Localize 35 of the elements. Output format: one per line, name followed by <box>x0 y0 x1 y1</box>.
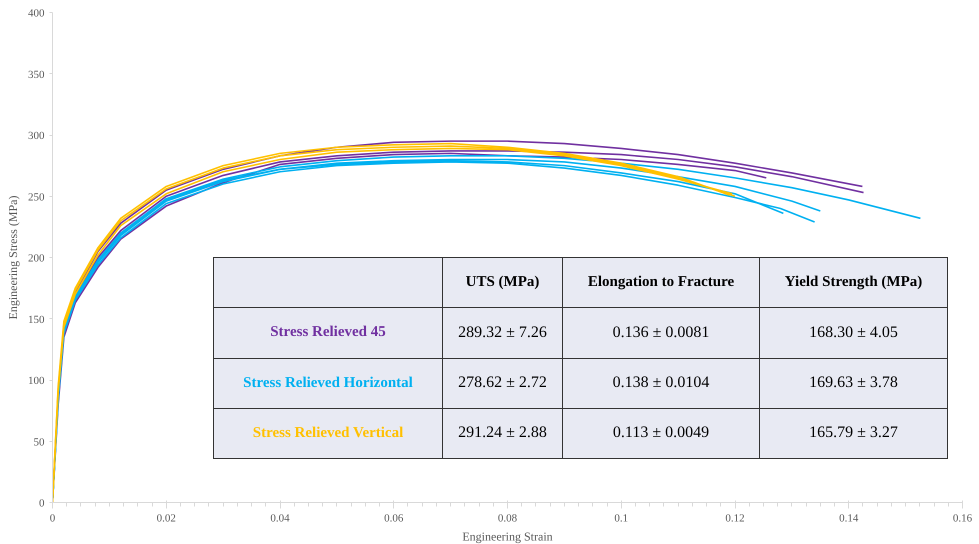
annotation: 291.24 ± 2.88 <box>442 408 562 458</box>
x-tick-label: 0.1 <box>614 512 628 524</box>
y-tick-label: 100 <box>28 375 45 387</box>
annotation: 0.136 ± 0.0081 <box>562 308 760 358</box>
y-tick-label: 200 <box>28 252 45 264</box>
y-tick-label: 300 <box>28 130 45 142</box>
x-tick-label: 0.04 <box>270 512 290 524</box>
y-tick-label: 250 <box>28 191 45 204</box>
annotation: 0.138 ± 0.0104 <box>562 358 760 408</box>
annotation: 169.63 ± 3.78 <box>760 358 948 408</box>
y-tick-label: 350 <box>28 68 45 81</box>
y-tick-label: 150 <box>28 314 45 326</box>
y-tick-label: 400 <box>28 8 45 20</box>
x-tick-label: 0 <box>50 512 56 524</box>
text: Stress Relieved 45 <box>214 308 442 358</box>
annotation: Elongation to Fracture <box>562 258 760 308</box>
x-tick-label: 0.08 <box>498 512 518 524</box>
y-axis-title: Engineering Stress (MPa) <box>6 196 20 320</box>
annotation: 289.32 ± 7.26 <box>442 308 562 358</box>
y-tick-label: 50 <box>34 436 45 448</box>
x-tick-label: 0.02 <box>156 512 176 524</box>
text: Stress Relieved Horizontal <box>214 358 442 408</box>
annotation: 168.30 ± 4.05 <box>760 308 948 358</box>
annotation: UTS (MPa) <box>442 258 562 308</box>
annotation: Yield Strength (MPa) <box>760 258 948 308</box>
y-tick-label: 0 <box>39 498 45 510</box>
x-tick-label: 0.06 <box>384 512 404 524</box>
x-tick-label: 0.14 <box>839 512 859 524</box>
annotation: 0.113 ± 0.0049 <box>562 408 760 458</box>
text: Stress Relieved Vertical <box>214 408 442 458</box>
x-tick-label: 0.16 <box>952 512 973 524</box>
x-axis-title: Engineering Strain <box>462 530 553 544</box>
annotation: 165.79 ± 3.27 <box>760 408 948 458</box>
x-tick-label: 0.12 <box>725 512 745 524</box>
annotation: 278.62 ± 2.72 <box>442 358 562 408</box>
